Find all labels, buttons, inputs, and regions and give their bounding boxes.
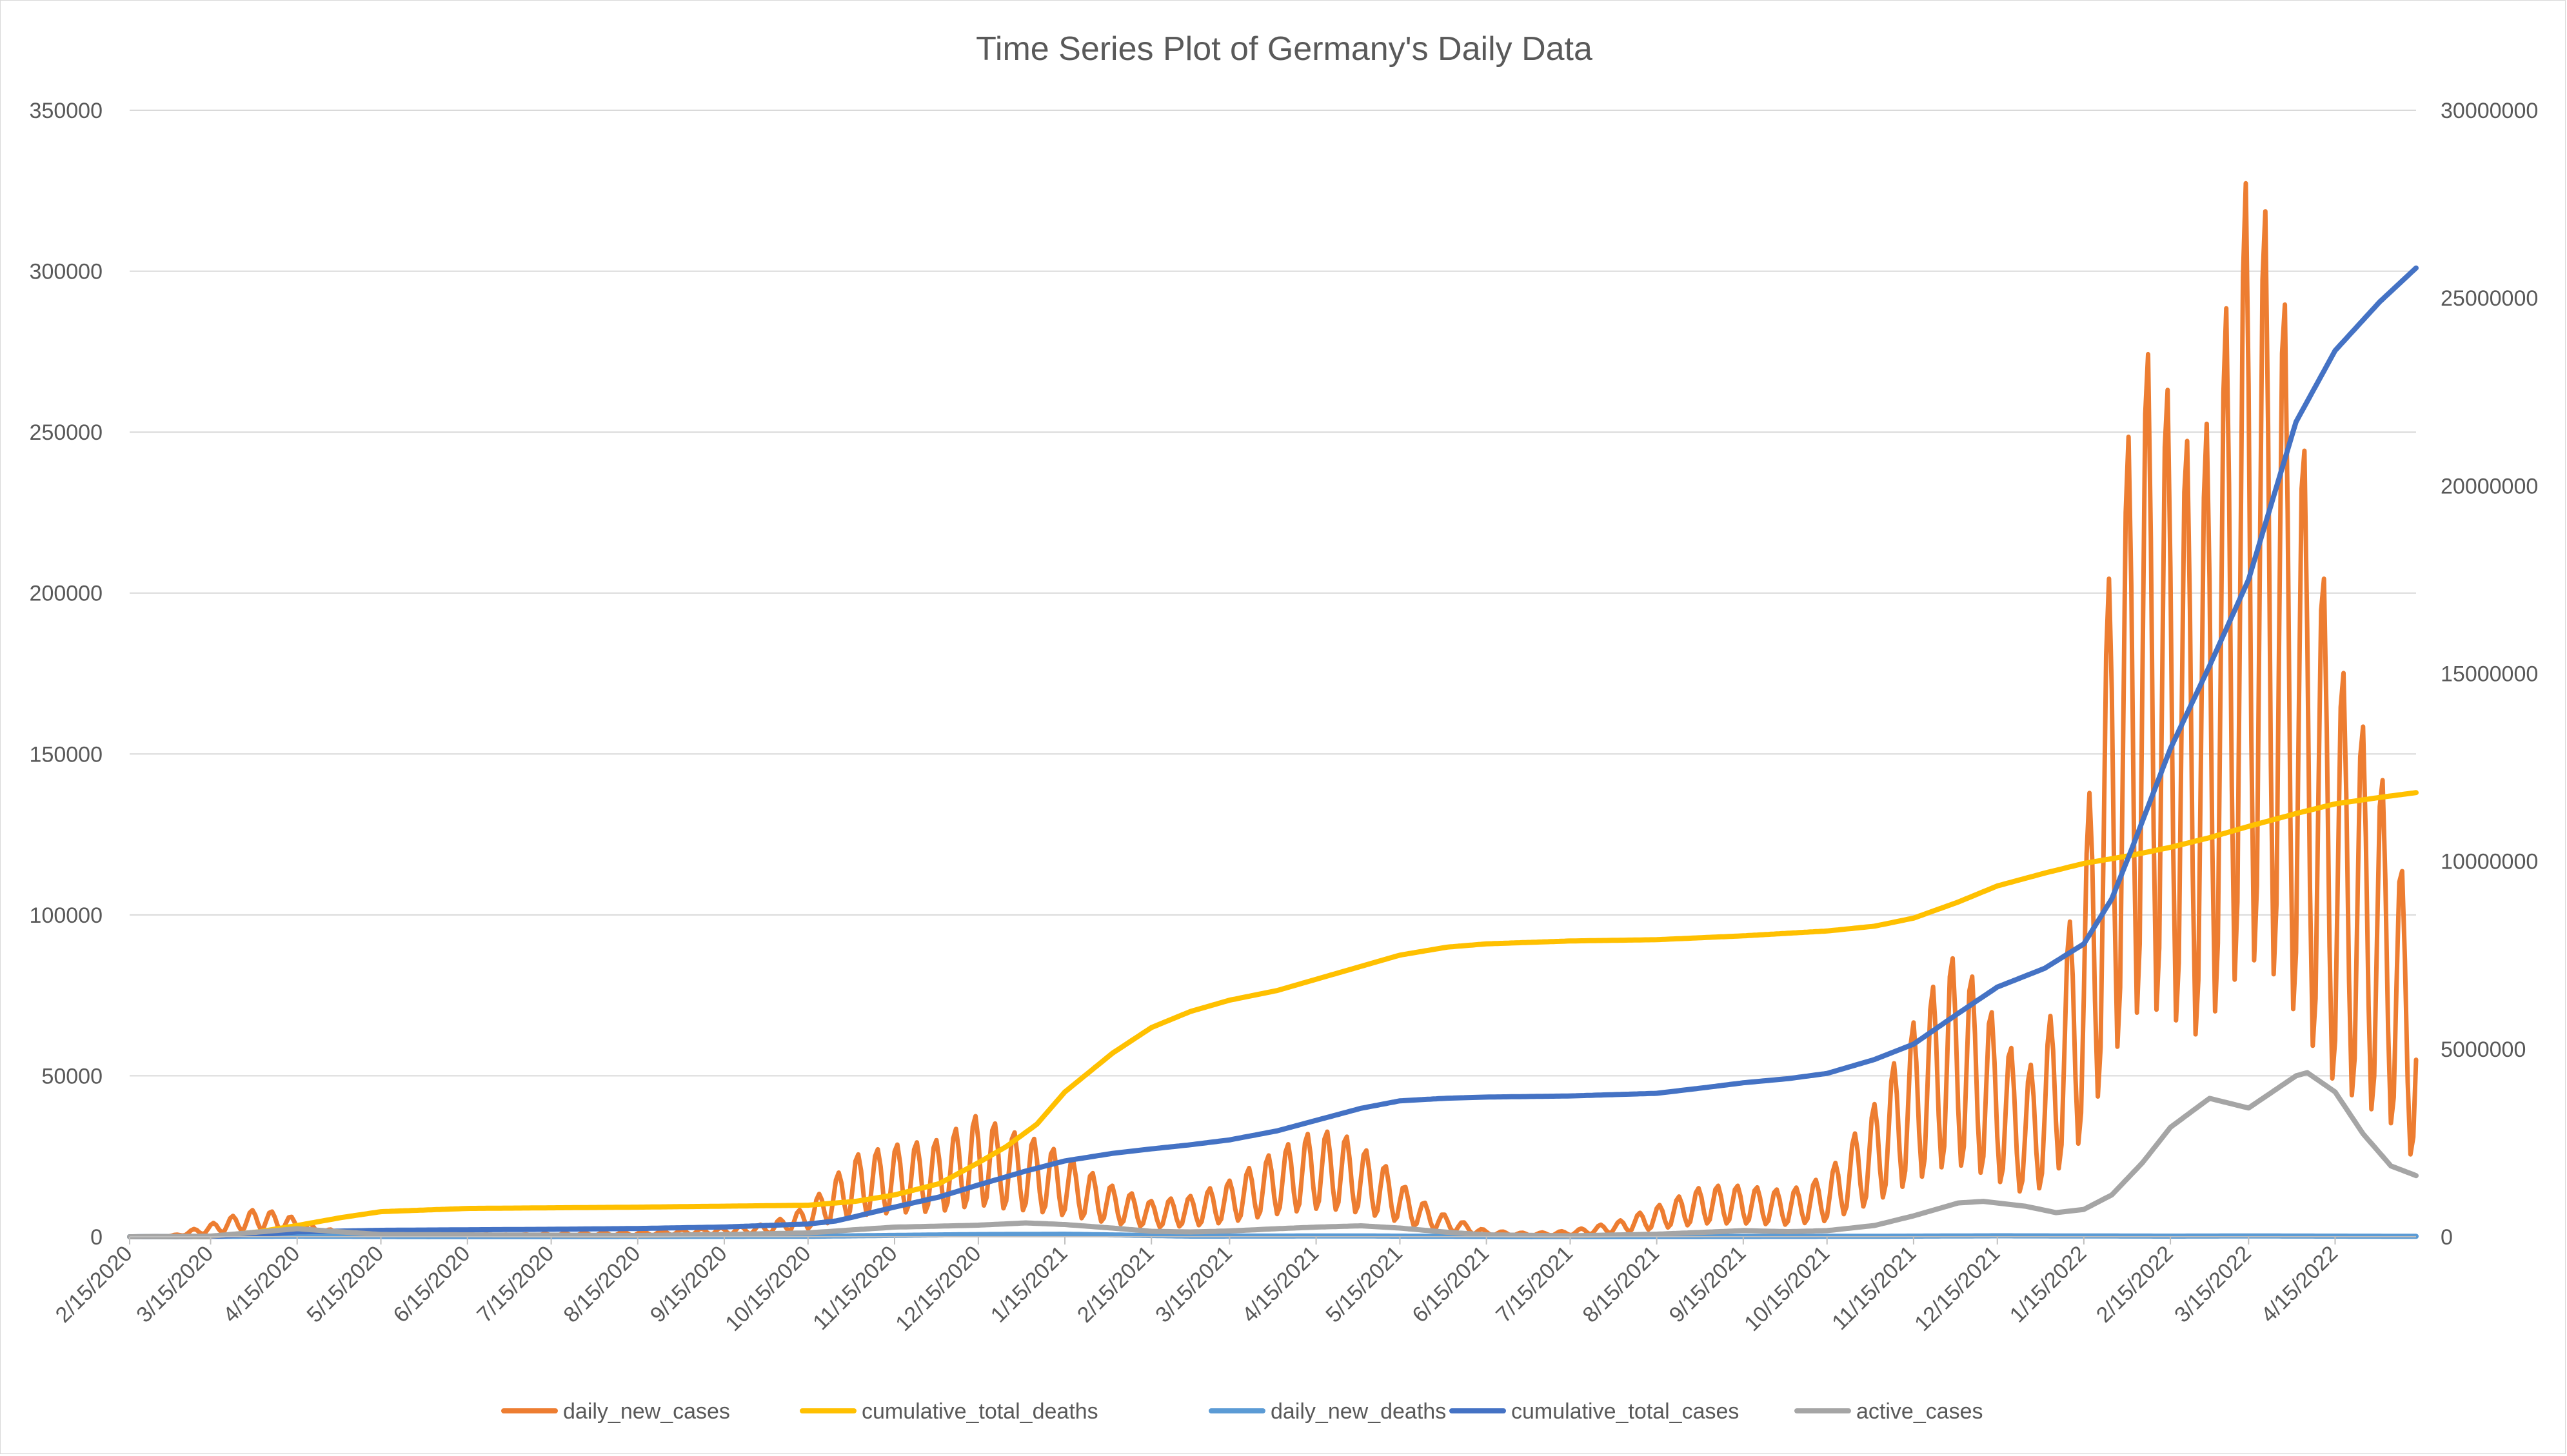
x-tick-label: 10/15/2020 (720, 1241, 815, 1336)
x-tick-label: 12/15/2021 (1910, 1241, 2005, 1336)
series-line-cumulative_total_deaths (127, 790, 2419, 1239)
x-tick-label: 6/15/2021 (1407, 1241, 1494, 1328)
y2-tick-label: 20000000 (2441, 474, 2538, 498)
x-tick-label: 2/15/2020 (51, 1241, 137, 1328)
x-tick-label: 2/15/2022 (2092, 1241, 2178, 1328)
x-tick-label: 11/15/2021 (1827, 1241, 1921, 1335)
x-tick-label: 12/15/2020 (891, 1241, 986, 1336)
x-tick-label: 3/15/2022 (2170, 1241, 2256, 1328)
x-tick-label: 5/15/2021 (1321, 1241, 1407, 1328)
y2-tick-label: 5000000 (2441, 1038, 2526, 1062)
x-tick-label: 8/15/2020 (559, 1241, 646, 1328)
x-tick-label: 2/15/2021 (1073, 1241, 1159, 1328)
x-tick-label: 3/15/2021 (1151, 1241, 1237, 1328)
x-tick-label: 9/15/2020 (646, 1241, 732, 1328)
y2-tick-label: 30000000 (2441, 99, 2538, 123)
y2-tick-label: 10000000 (2441, 850, 2538, 874)
y-tick-label: 150000 (30, 742, 103, 767)
series-line-daily_new_cases (127, 181, 2419, 1239)
y2-tick-label: 15000000 (2441, 662, 2538, 687)
y-tick-label: 100000 (30, 903, 103, 928)
legend-label-active_cases: active_cases (1856, 1399, 1983, 1424)
x-tick-label: 4/15/2021 (1237, 1241, 1323, 1328)
y-tick-label: 50000 (41, 1064, 103, 1088)
x-tick-label: 1/15/2021 (986, 1241, 1073, 1328)
legend-label-cumulative_total_deaths: cumulative_total_deaths (862, 1399, 1098, 1424)
x-tick-label: 10/15/2021 (1739, 1241, 1834, 1336)
series-line-cumulative_total_cases (127, 265, 2419, 1239)
y-tick-label: 0 (90, 1225, 103, 1250)
legend-label-daily_new_cases: daily_new_cases (563, 1399, 730, 1424)
x-tick-label: 9/15/2021 (1665, 1241, 1751, 1328)
series-lines (127, 181, 2419, 1239)
y-tick-label: 250000 (30, 420, 103, 445)
x-tick-label: 7/15/2021 (1491, 1241, 1578, 1328)
x-tick-label: 11/15/2020 (808, 1241, 902, 1335)
x-tick-label: 6/15/2020 (389, 1241, 475, 1328)
legend: daily_new_cases cumulative_total_deaths da… (501, 1399, 1983, 1424)
x-tick-label: 5/15/2020 (302, 1241, 388, 1328)
y2-tick-label: 0 (2441, 1225, 2453, 1250)
x-tick-label: 8/15/2021 (1578, 1241, 1664, 1328)
x-tick-label: 3/15/2020 (132, 1241, 218, 1328)
y-tick-label: 350000 (30, 99, 103, 123)
legend-label-daily_new_deaths: daily_new_deaths (1271, 1399, 1446, 1424)
x-tick-label: 7/15/2020 (472, 1241, 559, 1328)
y2-tick-label: 25000000 (2441, 286, 2538, 311)
x-tick-label: 1/15/2022 (2005, 1241, 2092, 1328)
legend-label-cumulative_total_cases: cumulative_total_cases (1511, 1399, 1739, 1424)
y-tick-label: 300000 (30, 260, 103, 284)
gridlines (130, 110, 2416, 1077)
x-tick-label: 4/15/2022 (2256, 1241, 2343, 1328)
y-tick-label: 200000 (30, 582, 103, 606)
x-tick-label: 4/15/2020 (219, 1241, 305, 1328)
series-line-active_cases (127, 1070, 2419, 1239)
chart-title: Time Series Plot of Germany's Daily Data (976, 30, 1592, 68)
